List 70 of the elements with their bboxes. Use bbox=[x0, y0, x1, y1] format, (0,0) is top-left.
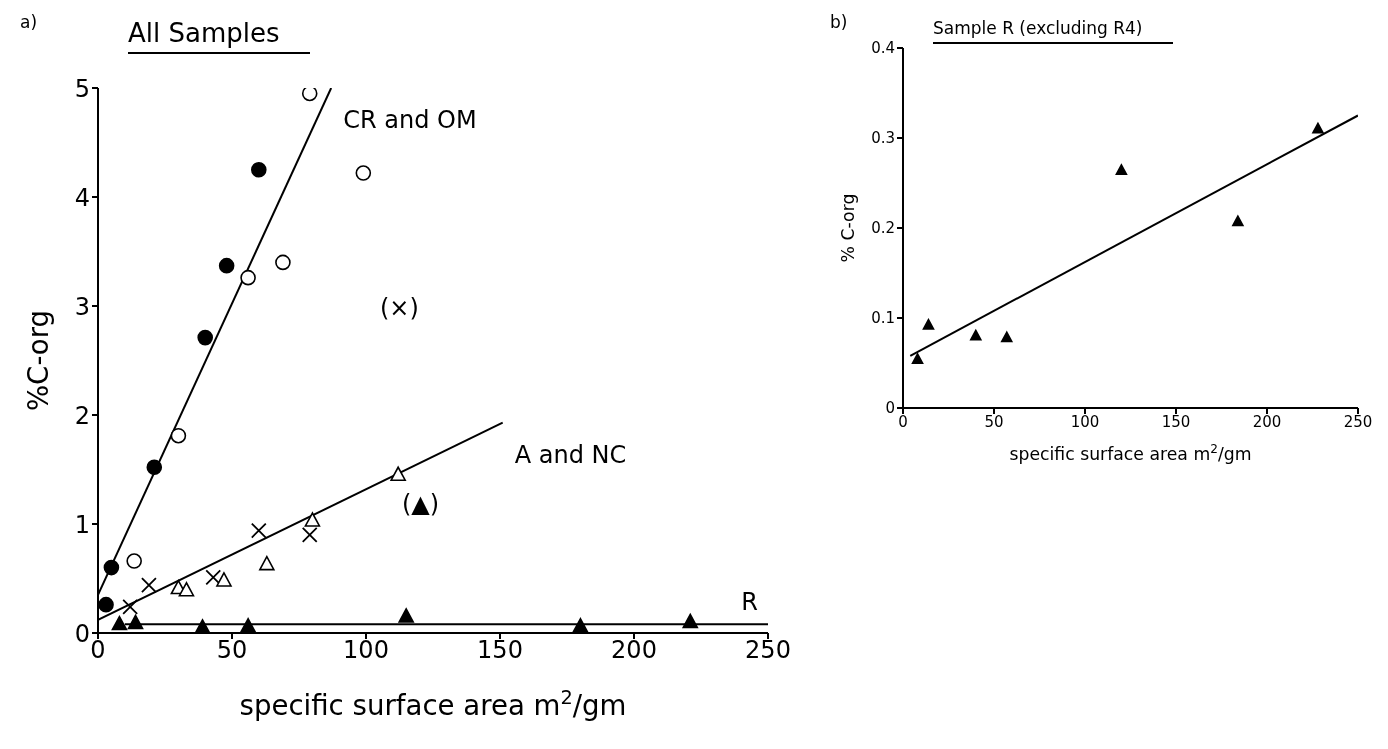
y-tick-label: 0.4 bbox=[871, 39, 895, 58]
point bbox=[218, 257, 235, 274]
x-tick-label: 250 bbox=[1343, 412, 1373, 431]
point bbox=[922, 318, 935, 330]
point bbox=[259, 555, 275, 571]
point bbox=[141, 577, 157, 593]
point bbox=[197, 329, 213, 346]
annotation: (×) bbox=[380, 294, 419, 322]
x-tick-label: 200 bbox=[1252, 412, 1282, 431]
x-tick-label: 150 bbox=[1161, 412, 1191, 431]
text: a) bbox=[20, 12, 38, 32]
point bbox=[304, 512, 321, 527]
point bbox=[398, 608, 414, 623]
y-axis-title: % C-org bbox=[838, 193, 859, 263]
point bbox=[103, 559, 120, 576]
point bbox=[251, 161, 267, 178]
point bbox=[1115, 164, 1128, 175]
x-tick-label: 250 bbox=[745, 636, 791, 665]
y-tick-label: 2 bbox=[74, 401, 90, 430]
point bbox=[250, 522, 267, 539]
x-axis-title: specific surface area m$^{2}$/gm bbox=[239, 685, 627, 722]
point bbox=[911, 353, 924, 364]
point bbox=[127, 614, 144, 630]
point bbox=[1000, 331, 1013, 343]
x-tick-label: 200 bbox=[611, 636, 657, 665]
x-tick-label: 0 bbox=[898, 412, 908, 431]
annotation: (▲) bbox=[402, 490, 440, 518]
x-tick-label: 50 bbox=[216, 636, 248, 665]
series-label: CR and OM bbox=[343, 106, 477, 134]
point bbox=[301, 527, 318, 543]
y-tick-label: 3 bbox=[74, 292, 90, 321]
point bbox=[275, 254, 291, 271]
point bbox=[194, 619, 211, 633]
y-tick-label: 0.1 bbox=[871, 309, 895, 328]
x-tick-label: 150 bbox=[477, 636, 523, 665]
point bbox=[240, 269, 256, 286]
point bbox=[1232, 215, 1244, 227]
y-axis-title: %C-org bbox=[21, 309, 55, 412]
point bbox=[970, 329, 982, 341]
y-tick-label: 0 bbox=[885, 399, 895, 418]
series-label: A and NC bbox=[514, 440, 627, 469]
y-tick-label: 5 bbox=[74, 74, 90, 103]
chart-title: Sample R (excluding R4) bbox=[933, 18, 1173, 44]
point bbox=[122, 598, 139, 615]
point bbox=[205, 569, 222, 586]
point bbox=[301, 88, 318, 102]
series-label: R bbox=[741, 588, 758, 617]
y-tick-label: 1 bbox=[74, 510, 90, 539]
point bbox=[98, 596, 114, 613]
point bbox=[170, 427, 187, 444]
point bbox=[355, 165, 372, 181]
point bbox=[126, 553, 142, 569]
x-tick-label: 100 bbox=[1070, 412, 1100, 431]
point bbox=[216, 572, 232, 587]
point bbox=[682, 613, 699, 629]
x-tick-label: 50 bbox=[984, 412, 1004, 431]
point bbox=[146, 459, 163, 476]
chart-title: All Samples bbox=[128, 18, 310, 54]
y-tick-label: 0.2 bbox=[871, 219, 895, 238]
point bbox=[1312, 122, 1324, 134]
text: b) bbox=[830, 12, 848, 32]
y-tick-label: 4 bbox=[74, 183, 90, 212]
point bbox=[240, 617, 256, 633]
point bbox=[572, 617, 589, 633]
point bbox=[390, 466, 406, 481]
point bbox=[178, 581, 195, 597]
x-tick-label: 100 bbox=[343, 636, 389, 665]
point bbox=[111, 615, 128, 631]
y-tick-label: 0.3 bbox=[871, 129, 895, 148]
x-axis-title: specific surface area m$^{2}$/gm bbox=[1009, 442, 1252, 464]
